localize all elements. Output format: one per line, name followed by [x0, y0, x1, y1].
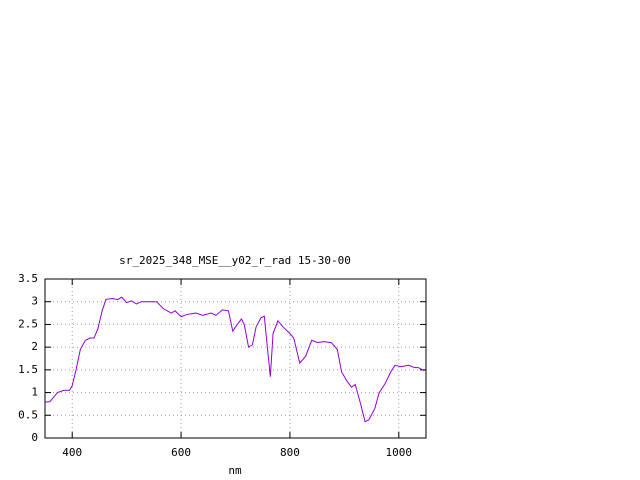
plot-border: [44, 278, 427, 439]
y-tick-label: 3: [31, 295, 38, 308]
y-tick-label: 0: [31, 431, 38, 444]
chart-title: sr_2025_348_MSE__y02_r_rad 15-30-00: [119, 254, 351, 267]
y-tick-label: 0.5: [18, 408, 38, 421]
y-tick-label: 2.5: [18, 317, 38, 330]
y-tick-label: 3.5: [18, 272, 38, 285]
y-tick-label: 2: [31, 340, 38, 353]
y-tick-label: 1: [31, 386, 38, 399]
data-line: [44, 296, 425, 423]
x-tick-label: 400: [62, 446, 82, 459]
x-axis-label: nm: [228, 464, 242, 477]
x-tick-label: 1000: [386, 446, 413, 459]
y-tick-label: 1.5: [18, 363, 38, 376]
x-tick-label: 800: [280, 446, 300, 459]
x-tick-label: 600: [171, 446, 191, 459]
